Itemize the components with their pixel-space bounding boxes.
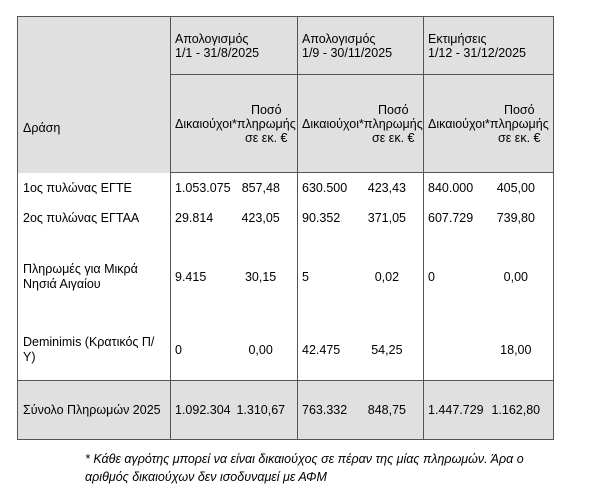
data-row: 18,00 bbox=[424, 320, 553, 380]
total-beneficiaries: 763.332 bbox=[302, 403, 348, 417]
beneficiaries-value: 29.814 bbox=[175, 211, 214, 225]
amount-value: 30,15 bbox=[244, 269, 277, 284]
subheader-amount-2: Ποσό πληρωμής σε εκ. € bbox=[363, 102, 423, 145]
group3-title: Εκτιμήσεις bbox=[428, 31, 487, 46]
footnote: * Κάθε αγρότης μπορεί να είναι δικαιούχο… bbox=[85, 450, 555, 486]
subheader-group-2: Δικαιούχοι* Ποσό πληρωμής σε εκ. € bbox=[298, 75, 424, 173]
group2-dates: 1/9 - 30/11/2025 bbox=[302, 45, 393, 60]
beneficiaries-value: 5 bbox=[302, 269, 309, 284]
total-beneficiaries: 1.447.729 bbox=[428, 403, 484, 417]
row-label-pillar2: 2ος πυλώνας ΕΓΤΑΑ bbox=[23, 210, 140, 225]
amount-word-2: πληρωμής bbox=[363, 116, 423, 131]
amount-word-2: πληρωμής bbox=[236, 116, 296, 131]
data-row: 29.814 423,05 bbox=[171, 203, 297, 233]
amount-value: 0,02 bbox=[374, 269, 400, 284]
subheader-group-3: Δικαιούχοι* Ποσό πληρωμής σε εκ. € bbox=[424, 75, 553, 173]
beneficiaries-value: 0 bbox=[428, 269, 435, 284]
amount-value: 18,00 bbox=[500, 343, 532, 357]
total-amount: 1.310,67 bbox=[236, 403, 286, 417]
data-column-group-2: 630.500 423,43 90.352 371,05 5 0,02 42.4… bbox=[298, 173, 424, 380]
data-row: 0 0,00 bbox=[171, 320, 297, 380]
group1-title: Απολογισμός bbox=[175, 31, 249, 46]
data-column-actions: 1ος πυλώνας ΕΓΤΕ 2ος πυλώνας ΕΓΤΑΑ Πληρω… bbox=[18, 173, 171, 380]
footnote-line-2: αριθμός δικαιούχων δεν ισοδυναμεί με ΑΦΜ bbox=[85, 470, 327, 484]
group2-title: Απολογισμός bbox=[302, 31, 376, 46]
data-column-group-1: 1.053.075 857,48 29.814 423,05 9.415 30,… bbox=[171, 173, 298, 380]
total-amount: 848,75 bbox=[367, 403, 406, 417]
row-label-deminimis: Deminimis (Κρατικός Π/Υ) bbox=[23, 335, 155, 364]
amount-word-3: σε εκ. € bbox=[245, 130, 288, 145]
group1-dates: 1/1 - 31/8/2025 bbox=[175, 45, 260, 60]
data-row: 0 0,00 bbox=[424, 233, 553, 320]
amount-value: 857,48 bbox=[241, 181, 280, 195]
subheader-group-1: Δικαιούχοι* Ποσό πληρωμής σε εκ. € bbox=[171, 75, 298, 173]
beneficiaries-value: 90.352 bbox=[302, 211, 341, 225]
payments-table: Δράση Απολογισμός 1/1 - 31/8/2025 Απολογ… bbox=[17, 16, 554, 440]
amount-value: 0,00 bbox=[503, 269, 528, 284]
total-group-1: 1.092.304 1.310,67 bbox=[171, 380, 298, 439]
total-group-3: 1.447.729 1.162,80 bbox=[424, 380, 553, 439]
data-row: 1.053.075 857,48 bbox=[171, 173, 297, 203]
data-row: 840.000 405,00 bbox=[424, 173, 553, 203]
total-beneficiaries: 1.092.304 bbox=[175, 403, 231, 417]
row-label-pillar1: 1ος πυλώνας ΕΓΤΕ bbox=[23, 180, 132, 195]
amount-value: 371,05 bbox=[367, 211, 406, 225]
group-header-period-1: Απολογισμός 1/1 - 31/8/2025 bbox=[171, 17, 298, 75]
amount-value: 54,25 bbox=[371, 343, 403, 357]
beneficiaries-value: 630.500 bbox=[302, 181, 348, 195]
amount-word-3: σε εκ. € bbox=[372, 130, 415, 145]
amount-word-1: Ποσό bbox=[250, 102, 282, 117]
total-group-2: 763.332 848,75 bbox=[298, 380, 424, 439]
data-row: 9.415 30,15 bbox=[171, 233, 297, 320]
total-row-label: Σύνολο Πληρωμών 2025 bbox=[23, 403, 161, 417]
footnote-line-1: * Κάθε αγρότης μπορεί να είναι δικαιούχο… bbox=[85, 452, 524, 466]
action-header-label: Δράση bbox=[23, 121, 61, 135]
amount-word-1: Ποσό bbox=[503, 102, 535, 117]
amount-value: 423,43 bbox=[367, 181, 406, 195]
data-column-group-3: 840.000 405,00 607.729 739,80 0 0,00 18,… bbox=[424, 173, 553, 380]
amount-value: 739,80 bbox=[496, 211, 535, 225]
beneficiaries-value: 42.475 bbox=[302, 343, 341, 357]
total-row-label-cell: Σύνολο Πληρωμών 2025 bbox=[18, 380, 171, 439]
group-header-period-2: Απολογισμός 1/9 - 30/11/2025 bbox=[298, 17, 424, 75]
subheader-amount-1: Ποσό πληρωμής σε εκ. € bbox=[236, 102, 297, 145]
subheader-beneficiaries-3: Δικαιούχοι* bbox=[428, 116, 490, 131]
beneficiaries-value: 9.415 bbox=[175, 269, 207, 284]
data-row: 630.500 423,43 bbox=[298, 173, 423, 203]
amount-word-2: πληρωμής bbox=[489, 116, 549, 131]
total-amount: 1.162,80 bbox=[491, 403, 541, 417]
column-header-action: Δράση bbox=[18, 17, 171, 173]
group-header-period-3: Εκτιμήσεις 1/12 - 31/12/2025 bbox=[424, 17, 553, 75]
amount-value: 0,00 bbox=[248, 343, 273, 357]
data-row: 607.729 739,80 bbox=[424, 203, 553, 233]
beneficiaries-value: 0 bbox=[175, 343, 182, 357]
subheader-amount-3: Ποσό πληρωμής σε εκ. € bbox=[490, 103, 553, 145]
amount-value: 405,00 bbox=[496, 181, 535, 195]
beneficiaries-value: 840.000 bbox=[428, 181, 474, 195]
amount-word-3: σε εκ. € bbox=[498, 130, 541, 145]
subheader-beneficiaries-1: Δικαιούχοι* bbox=[175, 116, 237, 131]
group3-dates: 1/12 - 31/12/2025 bbox=[428, 45, 526, 60]
amount-word-1: Ποσό bbox=[377, 102, 409, 117]
subheader-beneficiaries-2: Δικαιούχοι* bbox=[302, 116, 364, 131]
beneficiaries-value: 607.729 bbox=[428, 211, 474, 225]
amount-value: 423,05 bbox=[241, 211, 280, 225]
data-row: 42.475 54,25 bbox=[298, 320, 423, 380]
data-row: 90.352 371,05 bbox=[298, 203, 423, 233]
row-label-small-islands: Πληρωμές για Μικρά Νησιά Αιγαίου bbox=[23, 261, 138, 291]
data-row: 5 0,02 bbox=[298, 233, 423, 320]
beneficiaries-value: 1.053.075 bbox=[175, 181, 231, 195]
